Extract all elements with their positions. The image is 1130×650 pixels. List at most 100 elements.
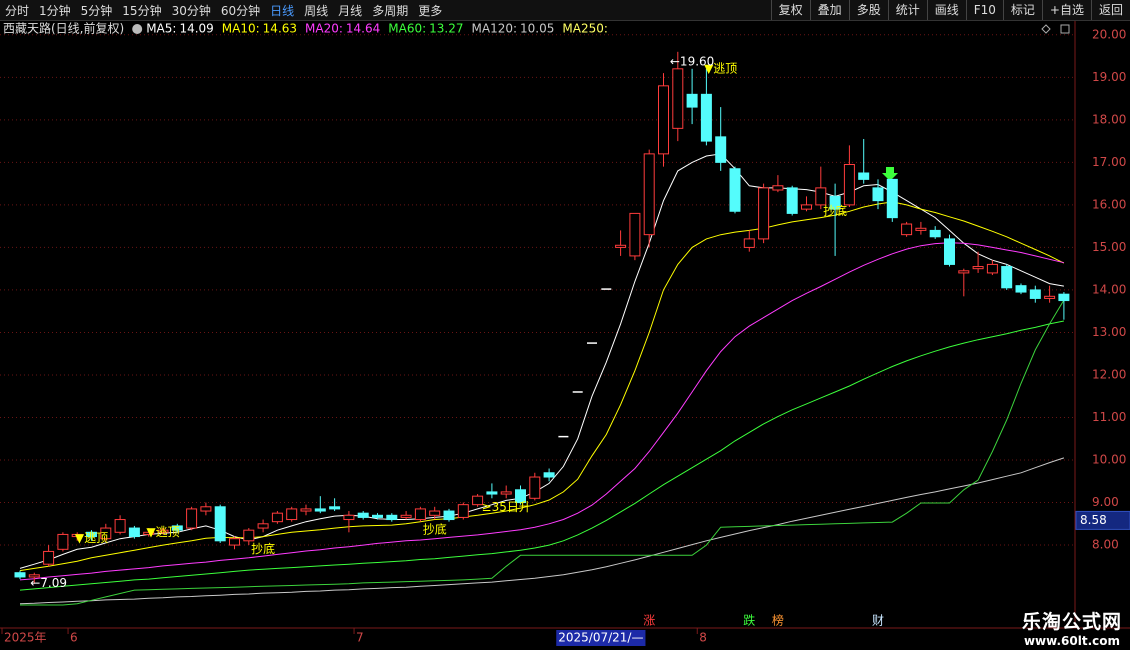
candle-body — [829, 195, 841, 210]
candle-body — [443, 510, 455, 521]
legend-name: MA5: — [146, 22, 176, 36]
legend-name: MA120: — [472, 22, 518, 36]
legend-value: 13.27 — [429, 22, 463, 36]
candle-body — [186, 508, 198, 529]
x-highlight — [556, 630, 646, 646]
candle-body — [357, 512, 369, 518]
candle-body — [414, 508, 426, 521]
candle-body — [715, 136, 727, 163]
icon[interactable] — [1060, 24, 1070, 34]
candle-body — [686, 93, 698, 108]
ma-line — [20, 299, 1065, 606]
period-button[interactable]: 日线 — [270, 3, 295, 18]
tool-button[interactable]: F10 — [965, 0, 1003, 20]
candle-body — [1015, 285, 1027, 293]
x-tick-label: 2025年 — [4, 631, 47, 645]
x-tick-label: 8 — [699, 631, 707, 645]
legend-value: 14.09 — [179, 22, 213, 36]
y-tick-label: 13.00 — [1092, 325, 1126, 339]
y-tick-label: 8.00 — [1092, 538, 1119, 552]
candle-body — [1001, 266, 1013, 289]
period-button[interactable]: 分时 — [5, 3, 30, 18]
annotation: ▼逃顶 — [146, 525, 179, 539]
event-marker: 财 — [872, 614, 884, 628]
tool-button[interactable]: +自选 — [1041, 0, 1091, 20]
candle-body — [143, 531, 155, 535]
annotation: 抄底 — [251, 541, 275, 556]
annotation: ▼逃顶 — [704, 61, 737, 75]
candle-body — [214, 506, 226, 542]
signal-arrow — [882, 167, 898, 181]
candle-body — [400, 514, 412, 518]
legend-name: MA10: — [222, 22, 260, 36]
annotation: ▼逃顶 — [75, 531, 108, 545]
period-button[interactable]: 5分钟 — [80, 3, 113, 18]
watermark: 乐淘公式网 www.60lt.com — [1022, 607, 1122, 648]
toolbar-left: 分时 1分钟 5分钟 15分钟 30分钟 60分钟 日线 周线 月线 多周期 更多 — [0, 0, 447, 20]
x-tick-label: 6 — [70, 631, 78, 645]
candle-body — [886, 178, 898, 219]
tool-button[interactable]: 统计 — [887, 0, 927, 20]
annotation: ←7.09 — [30, 576, 67, 590]
tool-button[interactable]: 标记 — [1002, 0, 1042, 20]
candle-body — [672, 68, 684, 129]
candle-body — [500, 491, 512, 495]
candle-body — [157, 529, 169, 533]
candle-body — [786, 187, 798, 214]
candle-body — [643, 153, 655, 236]
candle-body — [28, 574, 40, 578]
period-button[interactable]: 月线 — [338, 3, 363, 18]
candle-body — [901, 223, 913, 236]
candle-body — [71, 533, 83, 538]
candle-body — [128, 527, 140, 538]
candle-body — [429, 510, 441, 516]
watermark-title: 乐淘公式网 — [1021, 611, 1122, 633]
crosshair-box — [1075, 510, 1130, 530]
candle-body — [1029, 289, 1041, 299]
period-button[interactable]: 30分钟 — [171, 3, 211, 18]
candle-body — [114, 519, 126, 533]
period-button[interactable]: 60分钟 — [220, 3, 261, 18]
period-button[interactable]: 更多 — [418, 3, 443, 18]
candle-body — [1044, 295, 1056, 299]
icon[interactable] — [1041, 24, 1051, 34]
candle-body — [615, 244, 627, 248]
legend-name: MA250: — [562, 22, 608, 36]
y-tick-label: 14.00 — [1092, 282, 1126, 296]
legend-value: 10.05 — [520, 22, 554, 36]
period-button[interactable]: 周线 — [304, 3, 329, 18]
candle-body — [329, 506, 341, 510]
candle-body — [986, 263, 998, 274]
tool-button[interactable]: 返回 — [1090, 0, 1130, 20]
candle-body — [386, 514, 398, 521]
candle-body — [915, 227, 927, 231]
watermark-url: www.60lt.com — [1023, 634, 1120, 648]
period-button[interactable]: 15分钟 — [122, 3, 162, 18]
annotation: ≥35日升 — [482, 500, 531, 514]
ma-line — [19, 320, 1064, 591]
period-button[interactable]: 多周期 — [372, 3, 409, 18]
tool-button[interactable]: 画线 — [926, 0, 966, 20]
y-tick-label: 12.00 — [1092, 367, 1126, 381]
y-tick-label: 18.00 — [1092, 112, 1126, 126]
toolbar: 分时 1分钟 5分钟 15分钟 30分钟 60分钟 日线 周线 月线 多周期 更多 复权 叠加 多股 统计… — [0, 0, 1130, 21]
legend-value: 14.64 — [346, 22, 380, 36]
tool-button[interactable]: 多股 — [848, 0, 888, 20]
candle-body — [543, 472, 555, 478]
y-tick-label: 11.00 — [1092, 410, 1126, 424]
candle-body — [257, 523, 269, 529]
y-tick-label: 10.00 — [1092, 453, 1126, 467]
annotation: 抄底 — [823, 203, 847, 218]
period-button[interactable]: 1分钟 — [39, 3, 71, 18]
candle-body — [100, 527, 112, 540]
legend-value: 14.63 — [263, 22, 297, 36]
toolbar-right: 复权 叠加 多股 统计 画线 F10 标记 +自选 返回 — [770, 0, 1130, 20]
tool-button[interactable]: 叠加 — [809, 0, 849, 20]
candle-body — [529, 476, 541, 499]
candle-body — [801, 204, 812, 210]
event-marker: 榜 — [772, 613, 784, 628]
event-marker: 涨 — [643, 613, 655, 628]
tool-button[interactable]: 复权 — [770, 0, 810, 20]
candle-body — [14, 572, 26, 578]
